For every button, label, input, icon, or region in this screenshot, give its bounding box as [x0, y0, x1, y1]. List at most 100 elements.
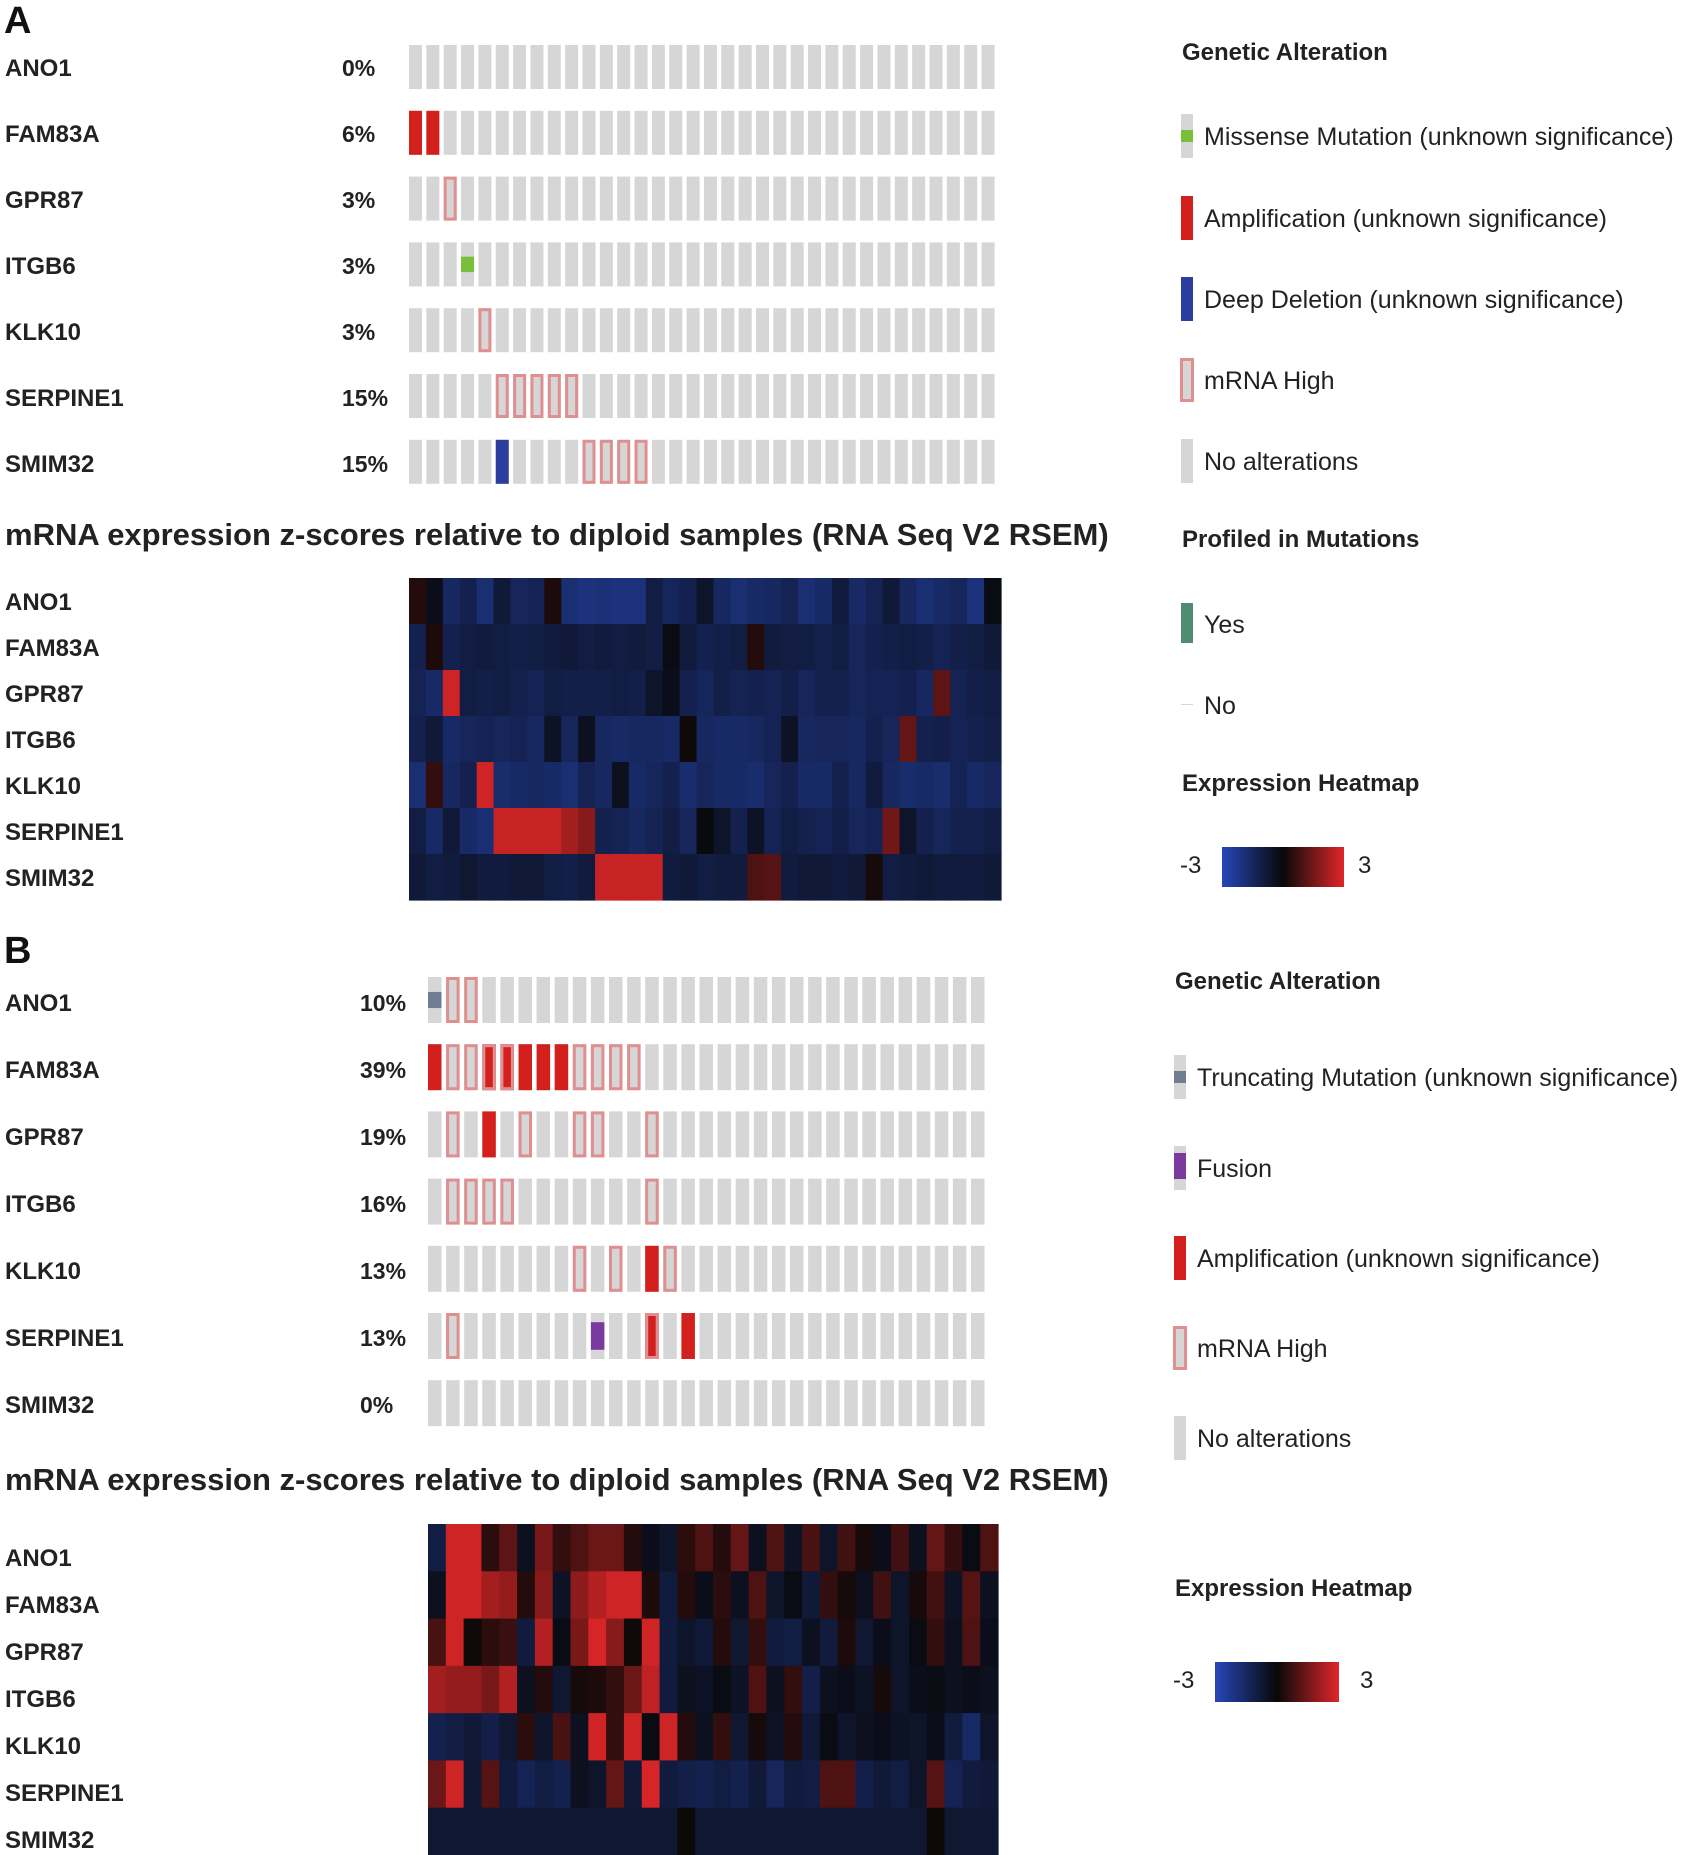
sample-cell: [699, 1380, 713, 1427]
heatmap-cell: [882, 670, 901, 717]
heatmap-cell: [499, 1713, 518, 1762]
heatmap-cell: [798, 578, 816, 625]
heatmap-cell: [984, 578, 1002, 625]
heatmap-cell: [527, 808, 545, 855]
heatmap-cell: [510, 624, 528, 671]
sample-cell: [735, 1245, 750, 1292]
sample-cell: [536, 1111, 551, 1158]
heatmap-cell: [962, 1571, 981, 1620]
heatmap-cell: [628, 854, 647, 901]
sample-cell: [971, 977, 985, 1023]
heatmap-cell: [679, 808, 698, 855]
expression-heatmap: [409, 578, 1002, 901]
sample-cell: [916, 1178, 931, 1225]
heatmap-cell: [933, 624, 951, 671]
sample-cell: [735, 1044, 750, 1091]
heatmap-cell: [606, 1807, 625, 1855]
expression-color-scale: [1215, 1662, 1339, 1702]
sample-cell: [825, 45, 839, 89]
sample-cell: [964, 176, 978, 221]
heatmap-cell: [730, 1618, 750, 1667]
sample-cell: [590, 977, 605, 1023]
heatmap-cell: [967, 578, 985, 625]
sample-cell: [717, 1111, 732, 1158]
heatmap-cell: [814, 762, 833, 809]
sample-cell: [735, 1313, 750, 1359]
heatmap-cell: [980, 1524, 999, 1572]
sample-cell: [663, 1380, 677, 1427]
sample-cell: [464, 1044, 478, 1091]
heatmap-cell: [517, 1713, 536, 1762]
sample-cell: [536, 1313, 551, 1359]
heatmap-cell: [606, 1618, 625, 1667]
heatmap-cell: [882, 578, 901, 625]
heatmap-cell: [984, 808, 1002, 855]
sample-cell: [929, 374, 943, 418]
heatmap-cell: [428, 1618, 447, 1667]
sample-cell: [790, 308, 804, 353]
sample-cell: [916, 1313, 931, 1359]
heatmap-cell: [641, 1807, 661, 1855]
mrna-high-mark: [482, 1044, 496, 1091]
sample-cell: [461, 439, 475, 484]
mrna-high-mark: [609, 1044, 623, 1091]
sample-cell: [554, 1178, 569, 1225]
mrna-high-mark: [599, 439, 613, 484]
sample-cell: [530, 45, 544, 89]
heatmap-cell: [499, 1665, 518, 1714]
mrna-high-mark: [645, 1111, 659, 1158]
sample-cell: [808, 977, 822, 1023]
sample-cell: [699, 1111, 713, 1158]
alteration-percent: 15%: [342, 385, 389, 411]
legend-swatch-truncating: [1174, 1055, 1186, 1099]
sample-cell: [946, 374, 960, 418]
sample-cell: [771, 1380, 786, 1427]
scale-max-label: 3: [1358, 852, 1372, 879]
sample-cell: [663, 977, 677, 1023]
sample-cell: [894, 374, 908, 418]
heatmap-cell: [695, 1618, 714, 1667]
heatmap-cell: [908, 1807, 928, 1855]
sample-cell: [645, 1044, 659, 1091]
sample-cell: [599, 176, 613, 221]
sample-cell: [862, 977, 876, 1023]
sample-cell: [862, 1245, 876, 1292]
sample-cell: [681, 1380, 695, 1427]
mrna-high-mark: [495, 374, 509, 418]
sample-cell: [443, 308, 457, 353]
heatmap-cell: [659, 1665, 678, 1714]
heatmap-cell: [837, 1665, 857, 1714]
sample-cell: [773, 176, 787, 221]
heatmap-cell: [510, 762, 528, 809]
heatmap-cell: [831, 762, 850, 809]
sample-cell: [686, 110, 700, 155]
heatmap-gene-label: ITGB6: [5, 727, 76, 754]
sample-cell: [513, 242, 527, 287]
sample-cell: [753, 1245, 768, 1292]
alteration-percent: 19%: [360, 1124, 407, 1150]
heatmap-cell: [933, 670, 951, 717]
heatmap-cell: [748, 1807, 768, 1855]
heatmap-cell: [798, 808, 816, 855]
sample-cell: [894, 176, 908, 221]
gene-label: SERPINE1: [5, 385, 124, 412]
sample-cell: [482, 1245, 496, 1292]
sample-cell: [862, 1044, 876, 1091]
heatmap-cell: [476, 762, 495, 809]
sample-cell: [808, 176, 822, 221]
heatmap-cell: [933, 762, 951, 809]
amplification-mark: [482, 1044, 496, 1091]
heatmap-cell: [730, 670, 748, 717]
sample-cell: [663, 1245, 677, 1292]
sample-cell: [738, 176, 752, 221]
heatmap-cell: [552, 1665, 572, 1714]
heatmap-cell: [510, 670, 528, 717]
heatmap-cell: [713, 808, 731, 855]
sample-cell: [699, 1044, 713, 1091]
heatmap-cell: [764, 854, 782, 901]
heatmap-cell: [481, 1807, 500, 1855]
sample-cell: [860, 45, 874, 89]
heatmap-cell: [882, 808, 901, 855]
sample-cell: [877, 439, 891, 484]
sample-cell: [627, 1111, 641, 1158]
